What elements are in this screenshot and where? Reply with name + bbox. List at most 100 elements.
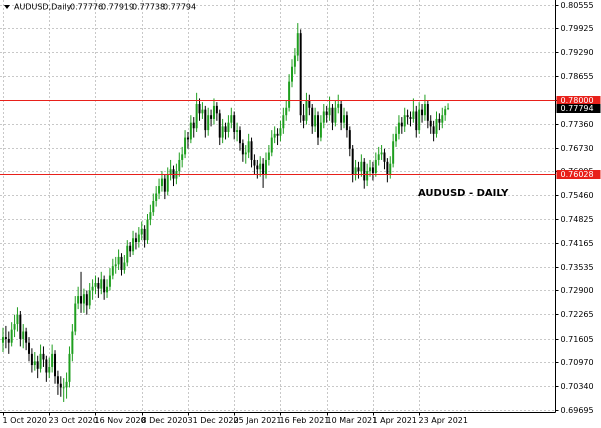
candle-body [88,290,91,306]
candle-body [218,113,221,138]
candle-body [444,109,447,116]
candle-body [201,109,204,114]
candle-body [403,115,406,127]
candle-body [426,104,429,121]
candle-body [172,169,175,179]
candle-body [189,122,192,140]
candle-body [383,152,386,162]
candle-body [418,109,421,131]
candle-body [343,115,346,123]
candle-body [308,100,311,108]
candle-body [163,178,166,192]
candle-body [108,275,111,287]
candle-body [406,115,409,118]
y-tick-label: 0.78655 [561,72,594,81]
candle-body [311,107,314,127]
candle-body [181,154,184,160]
candle-body [285,107,288,116]
y-tick-label: 0.70970 [561,358,594,367]
candle-body [423,104,426,116]
candle-body [186,137,189,140]
x-tick-label: 23 Apr 2021 [419,416,468,425]
candle-body [71,331,74,354]
candle-body [30,353,33,366]
candle-body [282,115,285,129]
y-tick-label: 0.75460 [561,191,594,200]
x-tick-label: 1 Apr 2021 [373,416,417,425]
candle-body [166,174,169,192]
candle-body [207,115,210,131]
x-tick-label: 10 Mar 2021 [327,416,378,425]
x-tick-label: 31 Dec 2020 [188,416,239,425]
candle-body [386,161,389,175]
candle-body [238,130,241,144]
candle-body [397,122,400,134]
y-tick-label: 0.76730 [561,144,594,153]
candle-body [357,167,360,172]
candle-body [224,126,227,132]
candle-body [2,337,4,343]
candle-body [120,256,123,270]
candle-body [236,130,239,132]
candle-body [322,111,325,123]
candle-body [56,376,59,384]
candle-body [126,245,129,263]
candle-body [85,294,88,306]
y-tick-label: 0.74165 [561,239,594,248]
candle-body [250,141,253,160]
candle-body [10,329,13,343]
x-tick-label: 16 Feb 2021 [280,416,330,425]
candle-body [363,161,366,181]
candle-body [400,122,403,127]
candle-body [22,331,25,339]
x-tick-label: 16 Nov 2020 [95,416,146,425]
candle-body [227,122,230,132]
candle-body [59,383,62,388]
candle-body [7,338,10,343]
candle-body [146,219,149,241]
candle-body [192,122,195,129]
candle-body [314,115,317,127]
candle-body [62,387,65,389]
candle-body [291,66,293,82]
candle-body [435,118,438,134]
candle-body [447,107,450,109]
x-tick-label: 23 Oct 2020 [49,416,98,425]
candle-body [241,143,244,155]
candle-body [198,104,201,114]
candle-body [152,200,155,213]
header-low: 0.77738 [132,3,165,12]
y-tick-label: 0.72265 [561,310,594,319]
candle-body [97,283,100,289]
candle-body [279,128,282,136]
candle-body [91,286,94,291]
candle-body [77,296,80,304]
candle-body [36,361,39,369]
y-tick-label: 0.77360 [561,120,594,129]
candle-body [155,193,158,201]
candle-body [114,264,117,267]
candle-body [94,283,97,287]
candle-body [54,353,57,377]
candle-body [230,115,233,123]
candle-body [374,159,377,174]
candle-body [325,111,328,116]
level-label: 0.76028 [561,170,594,179]
candle-body [432,126,435,134]
annotation: AUDUSD - DAILY [418,188,509,199]
candle-body [178,159,181,172]
candle-body [296,33,299,56]
candle-body [65,381,68,388]
candle-body [13,324,16,330]
candle-body [366,171,369,181]
candle-body [441,115,444,123]
candle-body [212,105,215,119]
candle-body [264,159,267,175]
candle-body [129,245,132,252]
candle-body [389,163,392,175]
candle-body [334,107,337,123]
menu-arrow[interactable] [4,5,10,9]
candle-body [160,178,163,187]
candle-body [360,161,363,172]
candle-body [117,256,120,265]
